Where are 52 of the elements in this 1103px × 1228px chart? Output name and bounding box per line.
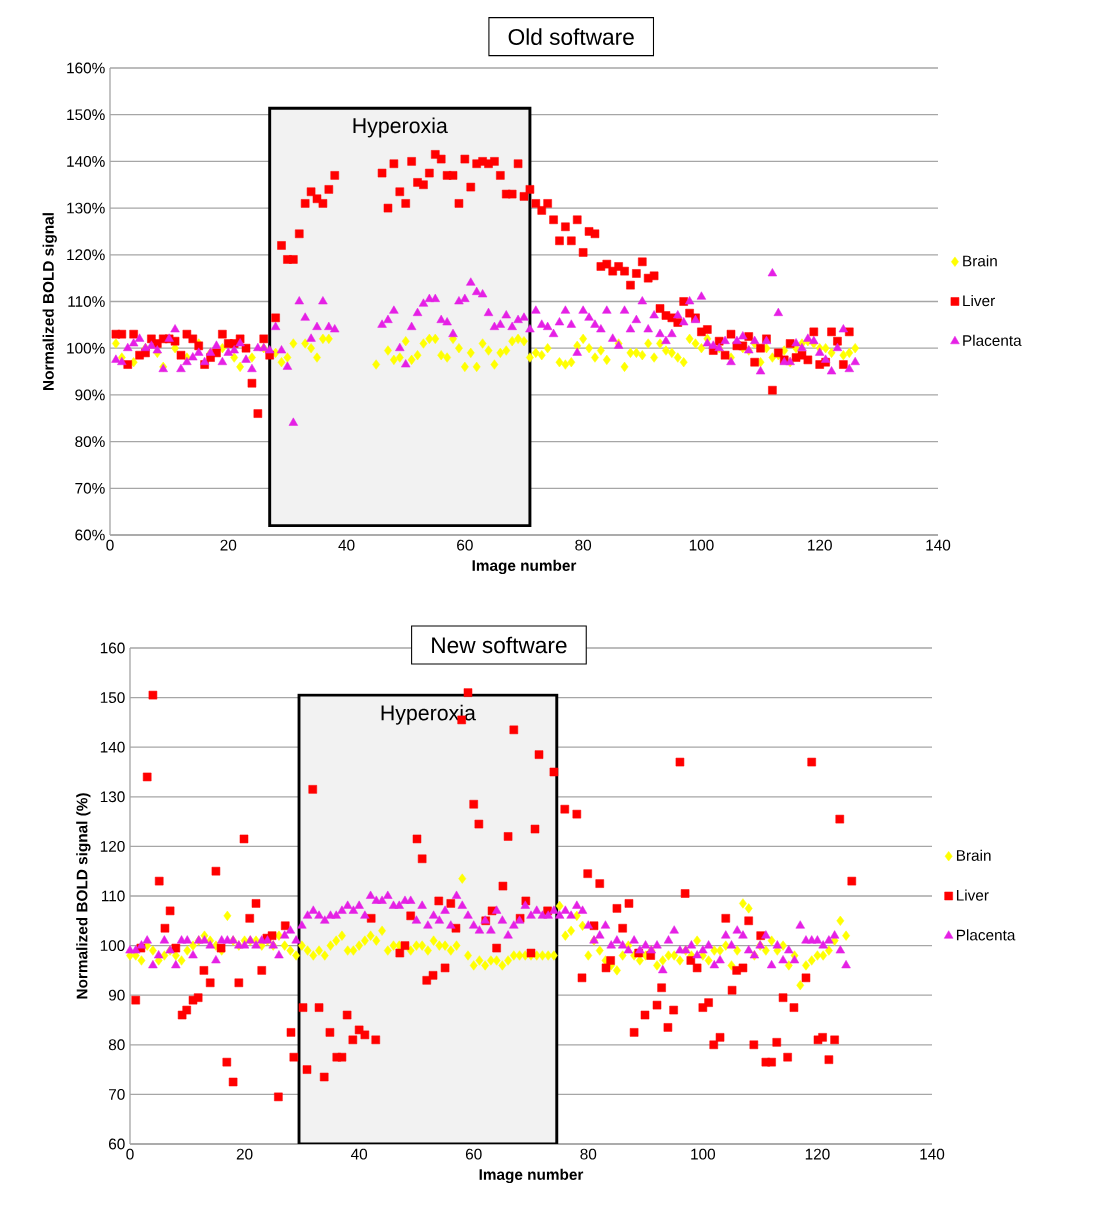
x-axis-title: Image number — [472, 559, 577, 575]
band-label: Hyperoxia — [353, 117, 448, 138]
y-tick-label: 160 — [100, 642, 125, 654]
y-tick-label: 80% — [75, 436, 105, 448]
y-tick-label: 140% — [67, 155, 105, 167]
legend-label: Brain — [956, 849, 991, 861]
x-tick-label: 60 — [465, 1148, 482, 1160]
legend-label: Placenta — [956, 929, 1016, 941]
y-tick-label: 110% — [68, 296, 105, 307]
band-label: Hyperoxia — [381, 704, 476, 725]
y-tick-label: 130% — [67, 202, 105, 214]
y-tick-label: 70 — [109, 1088, 125, 1100]
y-tick-label: 120 — [100, 840, 125, 852]
y-tick-label: 60 — [109, 1138, 125, 1150]
y-tick-label: 70% — [75, 482, 105, 494]
y-tick-label: 160% — [67, 62, 105, 74]
y-tick-label: 100 — [100, 940, 125, 952]
legend-label: Placenta — [963, 334, 1022, 346]
y-tick-label: 90% — [75, 389, 105, 401]
y-tick-label: 120% — [67, 249, 105, 261]
y-tick-label: 100% — [67, 342, 105, 354]
x-tick-label: 120 — [805, 1148, 830, 1160]
legend-label: Liver — [956, 889, 989, 901]
x-tick-label: 100 — [689, 539, 714, 551]
chart-title: Old software — [508, 28, 634, 45]
x-tick-label: 120 — [808, 539, 832, 551]
x-tick-label: 40 — [338, 539, 355, 551]
x-tick-label: 60 — [457, 539, 473, 551]
y-tick-label: 150% — [67, 109, 105, 121]
chart-title: New software — [432, 636, 567, 654]
y-tick-label: 130 — [100, 791, 125, 803]
y-tick-label: 110 — [102, 890, 125, 902]
x-tick-label: 140 — [920, 1148, 945, 1160]
y-tick-label: 80 — [108, 1039, 125, 1051]
y-tick-label: 140 — [100, 741, 125, 753]
y-tick-label: 150 — [100, 692, 125, 704]
y-axis-title: Normalized BOLD signal (%) — [76, 793, 91, 999]
x-axis-title: Image number — [479, 1168, 584, 1184]
y-axis-title: Normalized BOLD signal — [42, 213, 57, 390]
x-tick-label: 140 — [926, 539, 951, 551]
x-tick-label: 20 — [236, 1148, 253, 1160]
y-tick-label: 60% — [75, 529, 105, 541]
x-tick-label: 80 — [575, 539, 592, 551]
x-tick-label: 0 — [126, 1148, 134, 1160]
x-tick-label: 80 — [580, 1148, 597, 1160]
x-tick-label: 0 — [106, 539, 114, 551]
legend-label: Brain — [963, 255, 997, 267]
y-tick-label: 90 — [108, 989, 125, 1001]
x-tick-label: 100 — [691, 1148, 716, 1160]
legend-label: Liver — [963, 294, 995, 307]
x-tick-label: 20 — [220, 539, 237, 551]
x-tick-label: 40 — [350, 1148, 368, 1160]
